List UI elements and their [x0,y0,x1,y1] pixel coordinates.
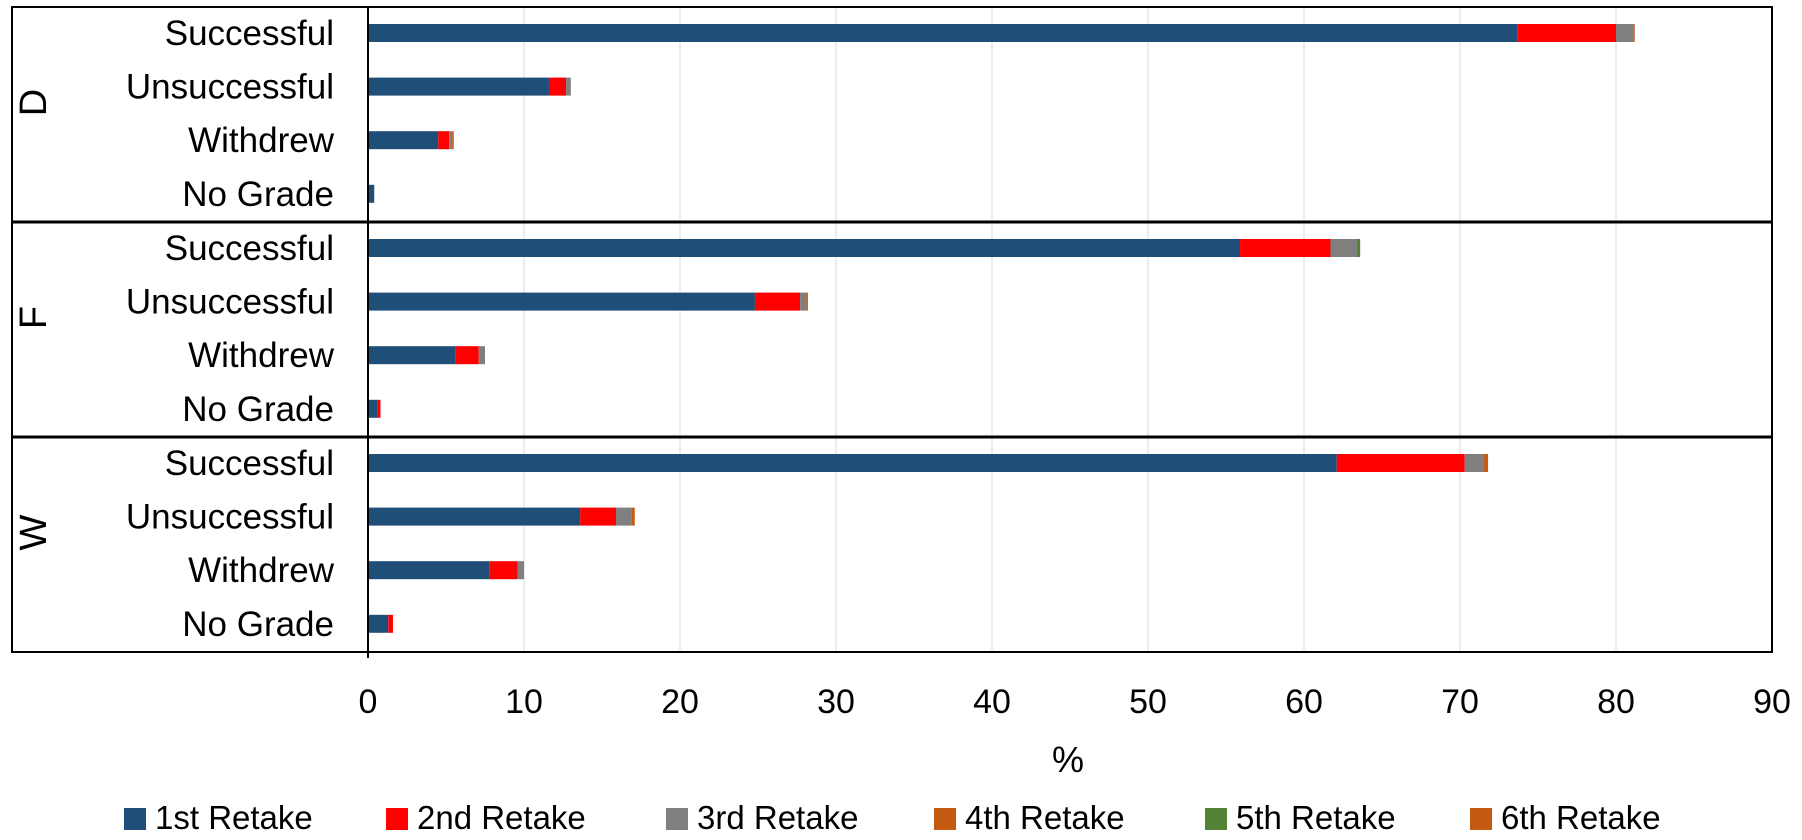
bar-d-successful-1st-retake [368,24,1518,42]
x-tick-label-80: 80 [1597,683,1635,721]
legend-label-5th-retake: 5th Retake [1236,799,1396,835]
category-label-w-successful: Successful [165,444,334,483]
bar-w-successful-3rd-retake [1464,454,1484,472]
legend-swatch-4th-retake [934,808,956,830]
bar-f-successful-3rd-retake [1330,239,1358,257]
category-label-f-successful: Successful [165,229,334,268]
bar-w-unsuccessful-1st-retake [368,507,581,526]
x-tick-label-40: 40 [973,683,1011,721]
bar-d-withdrew-3rd-retake [449,131,453,150]
bar-d-withdrew-1st-retake [368,131,439,150]
category-label-d-successful: Successful [165,14,334,53]
bar-w-successful-6th-retake [1486,454,1489,472]
category-label-d-withdrew: Withdrew [188,121,335,160]
category-label-w-unsuccessful: Unsuccessful [126,498,334,537]
bar-d-withdrew-2nd-retake [438,131,450,150]
bar-f-no-grade-1st-retake [368,399,378,418]
x-tick-label-70: 70 [1441,683,1479,721]
category-label-d-no-grade: No Grade [182,175,334,214]
legend-swatch-1st-retake [124,808,146,830]
bar-w-unsuccessful-4th-retake [631,507,635,526]
bar-f-unsuccessful-2nd-retake [754,292,801,311]
bar-w-successful-4th-retake [1483,454,1487,472]
category-label-d-unsuccessful: Unsuccessful [126,68,334,107]
legend-swatch-5th-retake [1205,808,1227,830]
bar-d-successful-3rd-retake [1616,24,1634,42]
group-label-w: W [13,514,55,550]
bar-w-unsuccessful-3rd-retake [616,507,632,526]
category-label-f-no-grade: No Grade [182,390,334,429]
x-tick-label-60: 60 [1285,683,1323,721]
category-label-w-no-grade: No Grade [182,605,334,644]
bar-d-unsuccessful-1st-retake [368,77,549,96]
x-tick-label-90: 90 [1753,683,1791,721]
bar-f-unsuccessful-1st-retake [368,292,755,311]
plot-frame [11,6,1773,658]
legend-label-4th-retake: 4th Retake [965,799,1125,835]
legend-swatch-3rd-retake [666,808,688,830]
category-labels: D Successful Unsuccessful Withdrew No Grade F… [13,14,335,644]
bar-f-unsuccessful-4th-retake [806,292,808,311]
x-tick-label-20: 20 [661,683,699,721]
bar-d-withdrew-4th-retake [452,131,454,150]
group-label-f: F [13,306,55,329]
group-label-d: D [13,89,55,116]
bar-w-withdrew-2nd-retake [489,561,518,580]
category-label-w-withdrew: Withdrew [188,551,335,590]
bar-w-no-grade-2nd-retake [388,614,393,633]
x-tick-label-30: 30 [817,683,855,721]
bar-w-successful-2nd-retake [1336,454,1465,472]
gridlines [523,7,1773,652]
bar-d-successful-2nd-retake [1517,24,1616,42]
legend: 1st Retake 2nd Retake 3rd Retake 4th Retake… [124,799,1661,836]
bar-f-successful-2nd-retake [1240,239,1331,257]
legend-swatch-2nd-retake [386,808,408,830]
bar-w-successful-1st-retake [368,454,1337,472]
legend-label-3rd-retake: 3rd Retake [697,799,858,835]
bar-d-no-grade-1st-retake [368,184,375,203]
x-tick-label-10: 10 [505,683,543,721]
bar-f-successful-5th-retake [1357,239,1361,257]
category-label-f-withdrew: Withdrew [188,336,335,375]
bar-d-unsuccessful-3rd-retake [566,77,571,96]
legend-swatch-6th-retake [1470,808,1492,830]
legend-label-6th-retake: 6th Retake [1501,799,1661,835]
bar-d-unsuccessful-2nd-retake [548,77,567,96]
category-label-f-unsuccessful: Unsuccessful [126,283,334,322]
bar-f-withdrew-2nd-retake [455,346,479,365]
bar-f-unsuccessful-3rd-retake [800,292,807,311]
legend-label-2nd-retake: 2nd Retake [417,799,586,835]
bar-w-unsuccessful-2nd-retake [580,507,617,526]
x-tick-label-50: 50 [1129,683,1167,721]
x-axis: % 0 10 20 30 40 50 60 70 80 90 [359,683,1791,780]
bar-f-no-grade-2nd-retake [377,399,381,418]
bar-f-withdrew-3rd-retake [478,346,485,365]
bar-w-no-grade-1st-retake [368,614,389,633]
bar-d-successful-4th-retake [1633,24,1635,42]
plot-border [11,6,1773,653]
bars [368,24,1635,633]
legend-label-1st-retake: 1st Retake [155,799,313,835]
x-tick-label-0: 0 [359,683,378,721]
bar-f-withdrew-1st-retake [368,346,456,365]
bar-f-successful-1st-retake [368,239,1241,257]
x-axis-label: % [1052,739,1084,780]
bar-w-withdrew-3rd-retake [517,561,524,580]
bar-w-withdrew-1st-retake [368,561,490,580]
